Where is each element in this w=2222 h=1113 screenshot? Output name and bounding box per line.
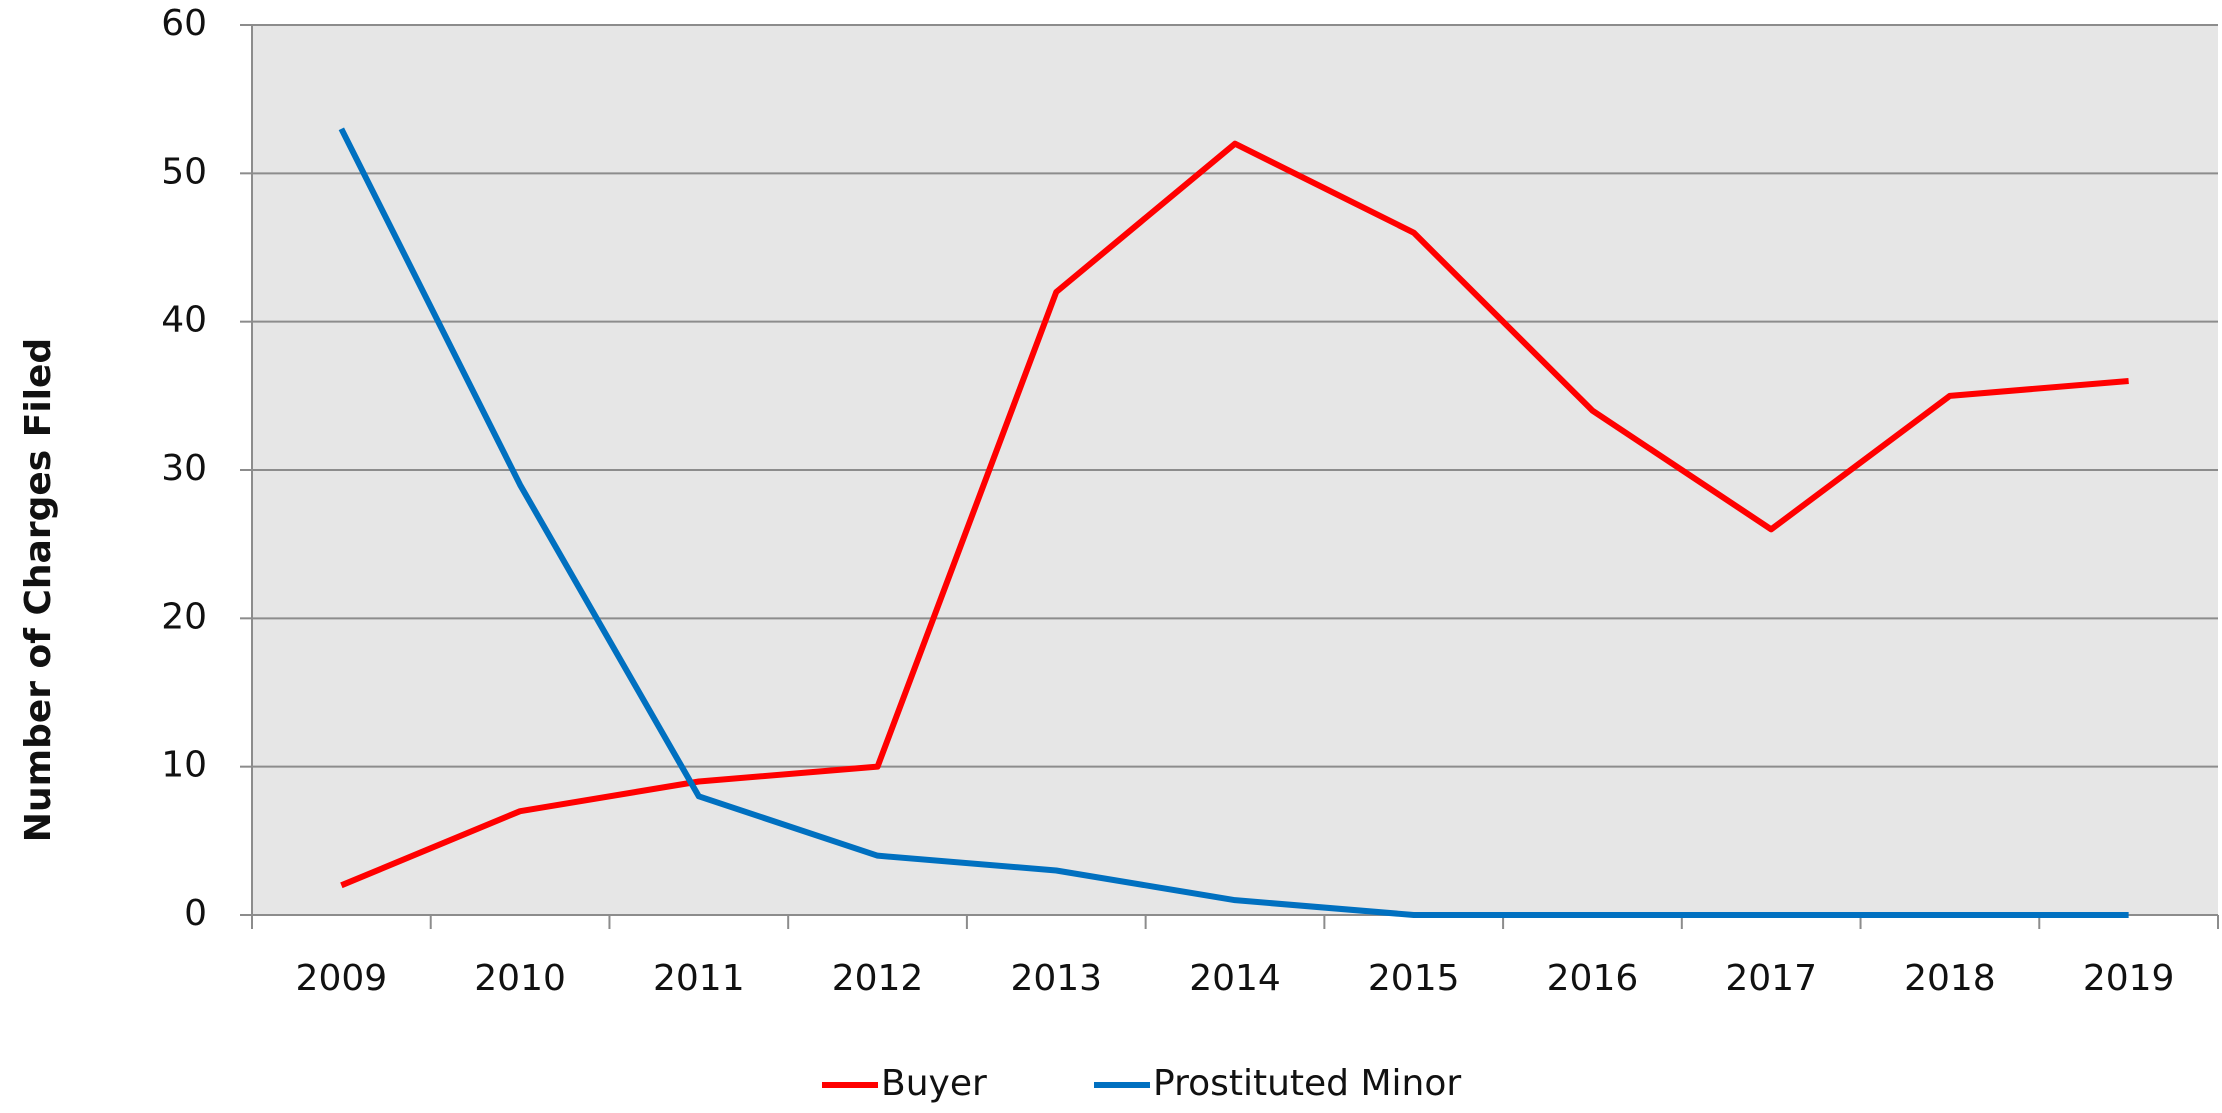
y-tick-label: 30 xyxy=(161,448,207,489)
x-tick-label: 2012 xyxy=(832,958,924,999)
x-tick-label: 2017 xyxy=(1725,958,1817,999)
y-tick-label: 0 xyxy=(184,893,207,934)
y-tick-label: 40 xyxy=(161,300,207,341)
x-tick-label: 2013 xyxy=(1010,958,1102,999)
x-tick-label: 2014 xyxy=(1189,958,1281,999)
x-tick-label: 2016 xyxy=(1547,958,1639,999)
y-tick-label: 60 xyxy=(161,3,207,44)
x-tick-label: 2010 xyxy=(474,958,566,999)
x-tick-label: 2019 xyxy=(2083,958,2175,999)
line-series xyxy=(338,127,2129,918)
y-axis-label: Number of Charges Filed xyxy=(18,338,59,842)
y-tick-label: 20 xyxy=(161,596,207,637)
y-tick-label: 50 xyxy=(161,151,207,192)
y-tick-label: 10 xyxy=(161,745,207,786)
legend-label: Buyer xyxy=(881,1063,987,1104)
x-tick-label: 2009 xyxy=(296,958,388,999)
legend-label: Prostituted Minor xyxy=(1153,1063,1461,1104)
x-tick-label: 2011 xyxy=(653,958,745,999)
line-series xyxy=(340,140,2129,889)
x-tick-label: 2015 xyxy=(1368,958,1460,999)
x-tick-label: 2018 xyxy=(1904,958,1996,999)
